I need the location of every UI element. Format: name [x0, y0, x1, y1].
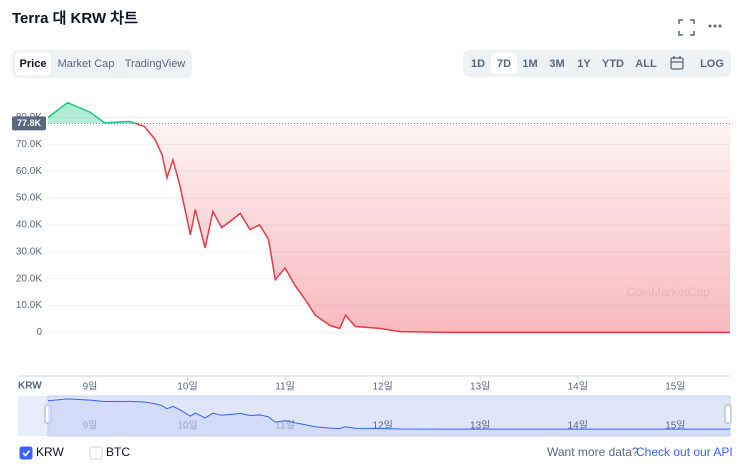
range-button[interactable]: 3M: [549, 58, 564, 70]
navigator-line: [47, 398, 730, 430]
y-tick-label: 0: [36, 327, 42, 338]
range-active-bg: [491, 53, 517, 74]
api-link[interactable]: Check out our API: [636, 445, 733, 459]
range-button[interactable]: 7D: [497, 58, 511, 70]
checkbox[interactable]: [89, 446, 103, 460]
y-tick-label: 40.0K: [16, 220, 42, 231]
y-tick-label: 60.0K: [16, 166, 42, 177]
fullscreen-icon[interactable]: [678, 19, 695, 36]
checkmark: [22, 450, 31, 457]
range-button[interactable]: LOG: [700, 58, 724, 70]
x-tick-label: 12일: [372, 381, 392, 393]
x-tick-label: 10일: [177, 381, 197, 393]
x-tick-label: 9일: [83, 381, 98, 393]
calendar-icon[interactable]: [670, 56, 684, 70]
x-tick-label: 11일: [275, 381, 295, 393]
range-button[interactable]: 1Y: [577, 58, 591, 70]
more-icon[interactable]: [708, 24, 722, 28]
tab-active-bg: [15, 53, 51, 75]
y-tick-label: 30.0K: [16, 246, 42, 257]
range-button[interactable]: 1M: [522, 58, 537, 70]
checkbox[interactable]: [19, 446, 33, 460]
y-tick-label: 70.0K: [16, 139, 42, 150]
checkbox-label: BTC: [106, 445, 130, 459]
tab[interactable]: TradingView: [125, 58, 186, 70]
price-line-down: [104, 123, 730, 334]
title: Terra 대 KRW 차트: [12, 10, 138, 27]
api-prompt: Want more data?: [547, 445, 639, 459]
reference-label: 77.8K: [17, 118, 42, 128]
range-button[interactable]: YTD: [602, 58, 624, 70]
navigator-area: [48, 398, 730, 436]
range-button[interactable]: ALL: [635, 58, 657, 70]
range-group: [463, 50, 731, 77]
tab-group: [12, 50, 192, 78]
checkbox-label: KRW: [36, 445, 64, 459]
y-tick-label: 20.0K: [16, 273, 42, 284]
reference-label-bg: [12, 116, 46, 131]
x-axis-label: KRW: [18, 381, 42, 392]
x-tick-label: 13일: [470, 381, 490, 393]
area-below: [135, 123, 730, 333]
tab[interactable]: Market Cap: [58, 58, 115, 70]
y-tick-label: 50.0K: [16, 193, 42, 204]
x-tick-label: 14일: [568, 381, 588, 393]
y-tick-label: 10.0K: [16, 300, 42, 311]
x-tick-label: 15일: [665, 381, 685, 393]
navigator-handle[interactable]: [724, 404, 732, 424]
tab[interactable]: Price: [20, 58, 47, 70]
range-button[interactable]: 1D: [471, 58, 485, 70]
